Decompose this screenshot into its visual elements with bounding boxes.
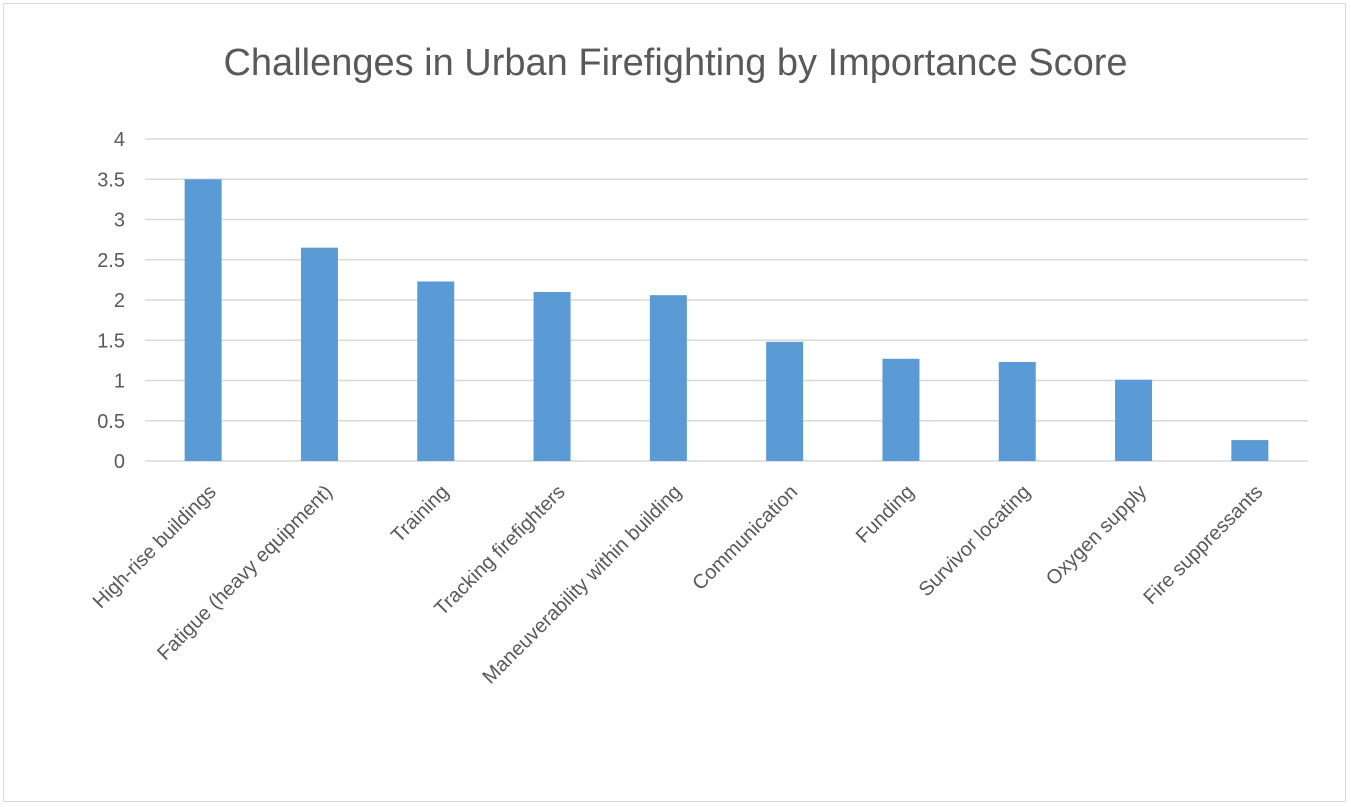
y-tick-label: 2.5: [97, 250, 125, 272]
y-tick-label: 0: [114, 451, 125, 473]
chart-title: Challenges in Urban Firefighting by Impo…: [223, 42, 1128, 84]
y-tick-label: 3: [114, 210, 125, 232]
y-tick-label: 2: [114, 290, 125, 312]
bars: [184, 179, 1269, 461]
y-tick-label: 3.5: [97, 169, 125, 191]
y-tick-label: 4: [114, 129, 125, 151]
x-category-label: Fire suppressants: [1139, 481, 1267, 609]
x-category-label: High-rise buildings: [89, 481, 221, 613]
bar: [417, 281, 455, 461]
y-tick-label: 0.5: [97, 411, 125, 433]
y-axis-tick-labels: 0 0.5 1 1.5 2 2.5 3 3.5 4: [97, 129, 125, 473]
bar: [300, 247, 338, 461]
x-category-label: Oxygen supply: [1042, 481, 1151, 590]
x-category-label: Training: [387, 481, 453, 547]
bar: [533, 291, 571, 461]
x-category-label: Survivor locating: [915, 481, 1035, 601]
bar: [882, 358, 920, 461]
bar: [184, 179, 222, 461]
y-tick-label: 1.5: [97, 330, 125, 352]
x-category-label: Tracking firefighters: [430, 481, 569, 620]
bar: [998, 361, 1036, 461]
gridlines: [145, 138, 1308, 462]
bar: [649, 295, 687, 461]
x-category-label: Maneuverability within building: [479, 481, 686, 688]
bar: [766, 341, 804, 461]
bar: [1231, 440, 1269, 461]
bar: [1115, 379, 1153, 461]
y-tick-label: 1: [114, 371, 125, 393]
x-category-label: Funding: [852, 481, 919, 548]
x-category-label: Communication: [688, 481, 802, 595]
